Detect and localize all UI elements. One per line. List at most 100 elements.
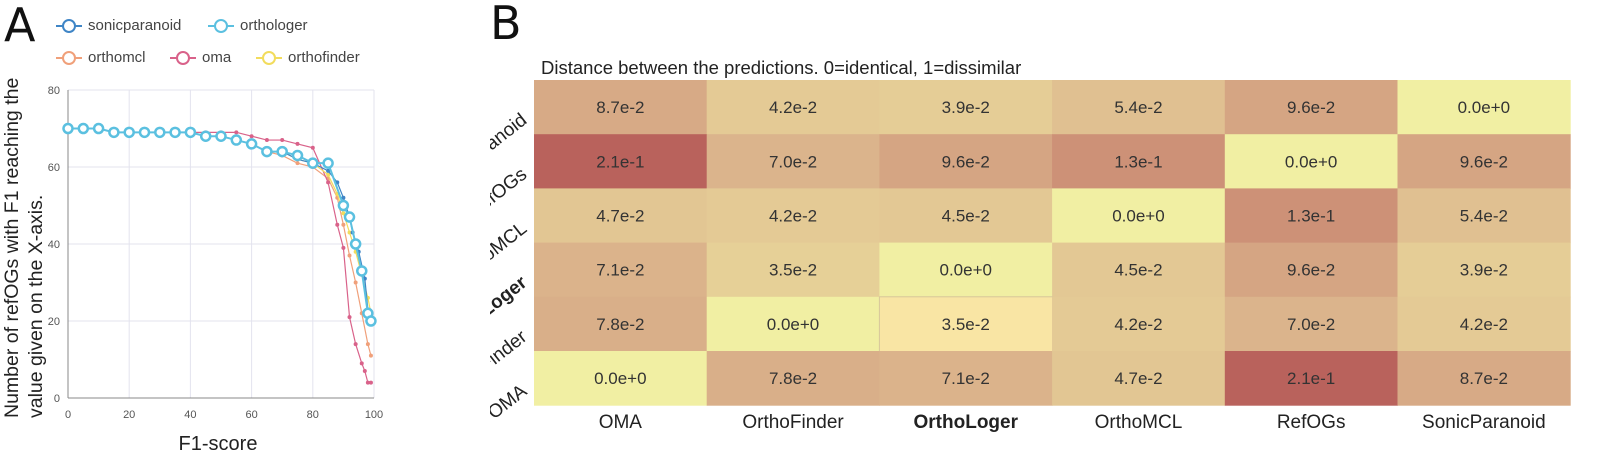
data-point-oma bbox=[326, 180, 331, 185]
f1-line-chart: 0 20 40 60 80 0 20 40 60 80 100 F1-score Number of… bbox=[1, 78, 383, 455]
heatmap-cell bbox=[1397, 188, 1571, 244]
heatmap-cell bbox=[878, 296, 1054, 352]
legend-item-orthomcl[interactable]: orthomcl bbox=[56, 49, 146, 66]
heatmap-cell bbox=[1052, 351, 1226, 406]
legend-item-oma[interactable]: oma bbox=[170, 49, 231, 66]
x-category-label: OMA bbox=[599, 412, 643, 433]
data-point-orthologer bbox=[62, 122, 74, 135]
heatmap-cell bbox=[706, 188, 880, 244]
data-point-oma bbox=[264, 138, 269, 143]
data-point-oma bbox=[365, 380, 370, 385]
heatmap-cell bbox=[879, 134, 1053, 189]
legend-marker-icon bbox=[56, 18, 82, 33]
heatmap-cell bbox=[706, 296, 880, 352]
data-point-orthologer bbox=[92, 122, 105, 135]
data-point-orthologer bbox=[108, 126, 120, 139]
data-point-oma bbox=[368, 380, 373, 385]
cell-value: 4.5e-2 bbox=[1114, 261, 1162, 280]
x-category-label: SonicParanoid bbox=[1422, 412, 1546, 433]
heatmap-cell bbox=[1224, 351, 1398, 406]
heatmap-cells: 8.7e-2 4.2e-2 3.9e-2 5.4e-2 9.6e-2 0.0e+0 2.1e… bbox=[534, 80, 1571, 406]
data-point-orthologer bbox=[77, 122, 90, 135]
cell-value: 0.0e+0 bbox=[1458, 98, 1510, 117]
cell-value: 4.7e-2 bbox=[596, 207, 644, 226]
cell-value: 4.2e-2 bbox=[769, 207, 817, 226]
data-point-oma bbox=[249, 134, 254, 139]
legend-label: orthomcl bbox=[88, 49, 146, 66]
cell-value: 5.4e-2 bbox=[1460, 207, 1508, 226]
legend-item-sonicparanoid[interactable]: sonicparanoid bbox=[56, 17, 181, 34]
heatmap-cell bbox=[1397, 351, 1571, 406]
cell-value: 4.5e-2 bbox=[942, 207, 990, 226]
axes: 0 20 40 60 80 0 20 40 60 80 100 bbox=[48, 85, 383, 421]
heatmap-cell bbox=[534, 351, 708, 406]
cell-value: 0.0e+0 bbox=[940, 261, 992, 280]
data-point-orthologer bbox=[337, 199, 350, 212]
heatmap-cell bbox=[534, 134, 708, 189]
data-point-orthomcl bbox=[341, 222, 346, 227]
data-point-orthologer bbox=[230, 134, 243, 146]
x-category-label: RefOGs bbox=[1277, 412, 1346, 433]
data-point-orthologer bbox=[291, 149, 304, 162]
data-point-orthologer bbox=[199, 130, 212, 142]
heatmap-cell bbox=[1397, 296, 1571, 352]
legend-item-orthologer[interactable]: orthologer bbox=[208, 17, 308, 34]
legend-marker-icon bbox=[56, 50, 82, 65]
cell-value: 4.2e-2 bbox=[1460, 315, 1508, 334]
cell-value: 0.0e+0 bbox=[1285, 152, 1337, 171]
cell-value: 7.0e-2 bbox=[1287, 315, 1335, 334]
heatmap-cell bbox=[706, 242, 880, 298]
cell-value: 0.0e+0 bbox=[594, 369, 646, 388]
data-point-orthofinder bbox=[347, 230, 352, 235]
x-tick-label: 100 bbox=[365, 409, 383, 421]
data-point-orthologer bbox=[349, 238, 362, 250]
heatmap-cell bbox=[706, 80, 880, 135]
panel-a: A sonicparanoid orthologer orthomcl oma … bbox=[0, 0, 470, 463]
y-tick-label: 80 bbox=[48, 85, 60, 97]
heatmap-title: Distance between the predictions. 0=iden… bbox=[541, 57, 1021, 78]
cell-value: 7.8e-2 bbox=[596, 315, 644, 334]
heatmap-cell bbox=[879, 80, 1053, 135]
data-point-orthomcl bbox=[347, 253, 352, 258]
legend-item-orthofinder[interactable]: orthofinder bbox=[256, 49, 360, 66]
cell-value: 3.9e-2 bbox=[1460, 261, 1508, 280]
data-point-sonicparanoid bbox=[326, 168, 331, 173]
heatmap-cell bbox=[879, 188, 1053, 244]
cell-value: 0.0e+0 bbox=[1112, 207, 1164, 226]
panel-b-letter: B bbox=[490, 0, 522, 50]
heatmap-cell bbox=[879, 351, 1053, 406]
cell-value: 1.3e-1 bbox=[1287, 207, 1335, 226]
cell-value: 7.1e-2 bbox=[596, 261, 644, 280]
cell-value: 5.4e-2 bbox=[1114, 98, 1162, 117]
data-point-orthologer bbox=[343, 211, 356, 223]
legend-label: oma bbox=[202, 49, 232, 66]
data-point-oma bbox=[359, 361, 364, 366]
data-point-oma bbox=[341, 245, 346, 250]
x-category-label: OrthoLoger bbox=[914, 412, 1019, 433]
y-tick-label: 0 bbox=[54, 393, 60, 405]
heatmap-cell bbox=[1224, 80, 1398, 135]
heatmap-cell bbox=[1224, 134, 1398, 189]
data-point-oma bbox=[234, 130, 239, 135]
data-point-orthologer bbox=[307, 157, 319, 169]
data-point-orthologer bbox=[245, 138, 258, 150]
data-point-orthologer bbox=[276, 145, 288, 158]
y-label-line: Number of refOGs with F1 reaching the bbox=[1, 78, 23, 418]
cell-value: 7.8e-2 bbox=[769, 369, 817, 388]
heatmap-cell bbox=[1224, 296, 1398, 352]
panel-b: B Distance between the predictions. 0=id… bbox=[490, 0, 1607, 463]
data-point-orthologer bbox=[154, 126, 166, 139]
data-point-oma bbox=[362, 369, 367, 374]
data-point-orthologer bbox=[322, 157, 334, 169]
heatmap-cell bbox=[534, 296, 708, 352]
heatmap-cell bbox=[1224, 188, 1398, 244]
heatmap-y-labels: SonicParanoidRefOGsOrthoMCLOrthoLogerOrt… bbox=[490, 110, 532, 424]
heatmap-cell bbox=[1052, 242, 1226, 298]
cell-value: 4.2e-2 bbox=[1114, 315, 1162, 334]
cell-value: 2.1e-1 bbox=[1287, 369, 1335, 388]
x-tick-label: 60 bbox=[245, 409, 257, 421]
legend-label: sonicparanoid bbox=[88, 17, 182, 34]
heatmap-cell bbox=[534, 80, 708, 135]
cell-value: 0.0e+0 bbox=[767, 315, 819, 334]
data-point-orthologer bbox=[215, 130, 227, 142]
